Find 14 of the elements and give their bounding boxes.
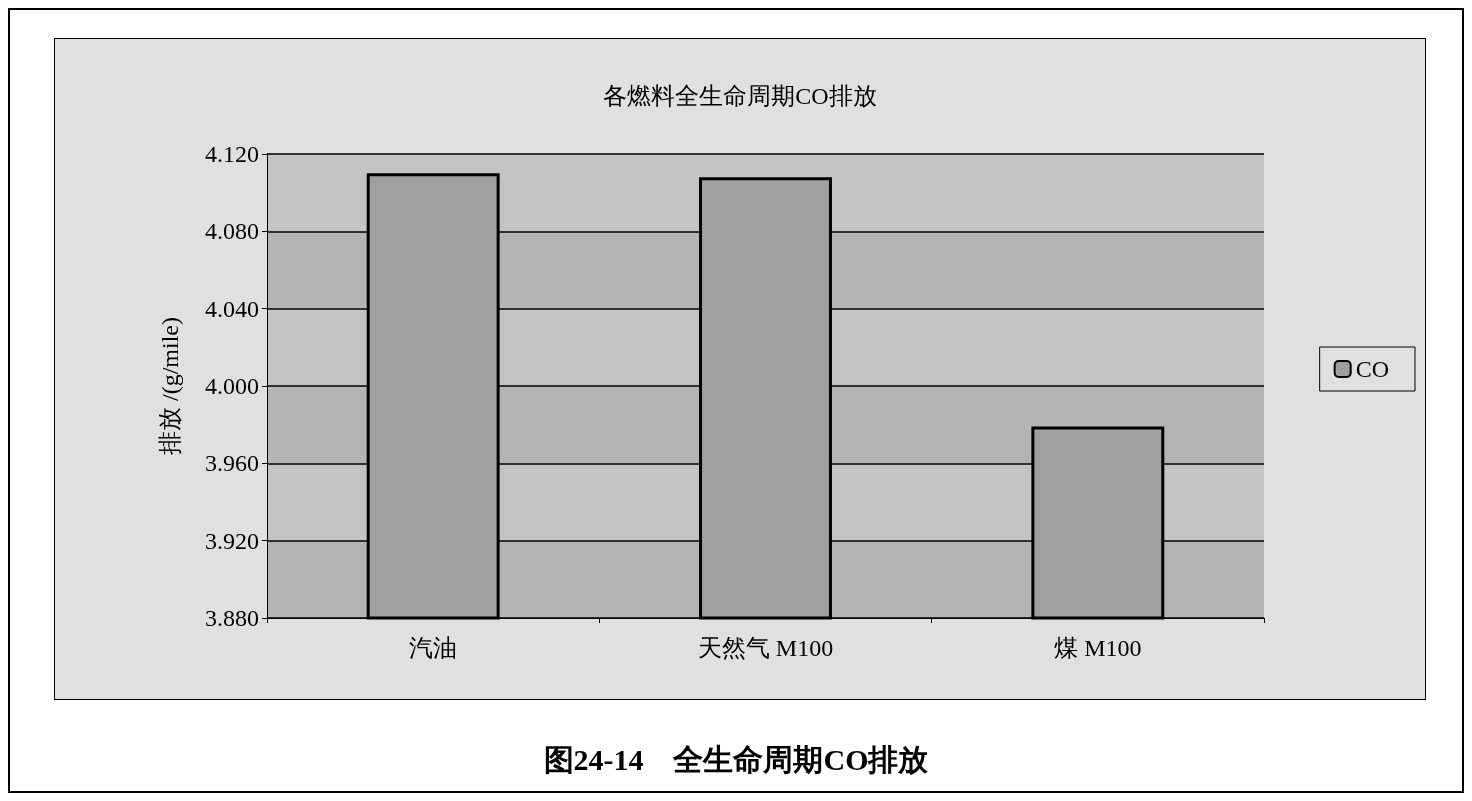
x-tick-label: 煤 M100: [1054, 635, 1142, 661]
legend-label: CO: [1355, 356, 1389, 382]
x-tick-label: 天然气 M100: [697, 635, 834, 661]
y-tick-label: 4.000: [205, 373, 259, 399]
y-tick-label: 4.040: [205, 295, 259, 322]
x-tick-label: 汽油: [409, 635, 458, 661]
y-tick-label: 3.960: [205, 450, 259, 477]
y-tick-label: 3.920: [205, 527, 259, 554]
y-tick-label: 3.880: [205, 605, 259, 631]
y-tick-label: 4.120: [205, 141, 259, 167]
caption: 图24-14 全生命周期CO排放: [542, 742, 930, 778]
y-axis-title: 排放 /(g/mile): [157, 317, 183, 455]
chart-title: 各燃料全生命周期CO排放: [603, 83, 877, 109]
y-tick-label: 4.080: [205, 218, 259, 245]
